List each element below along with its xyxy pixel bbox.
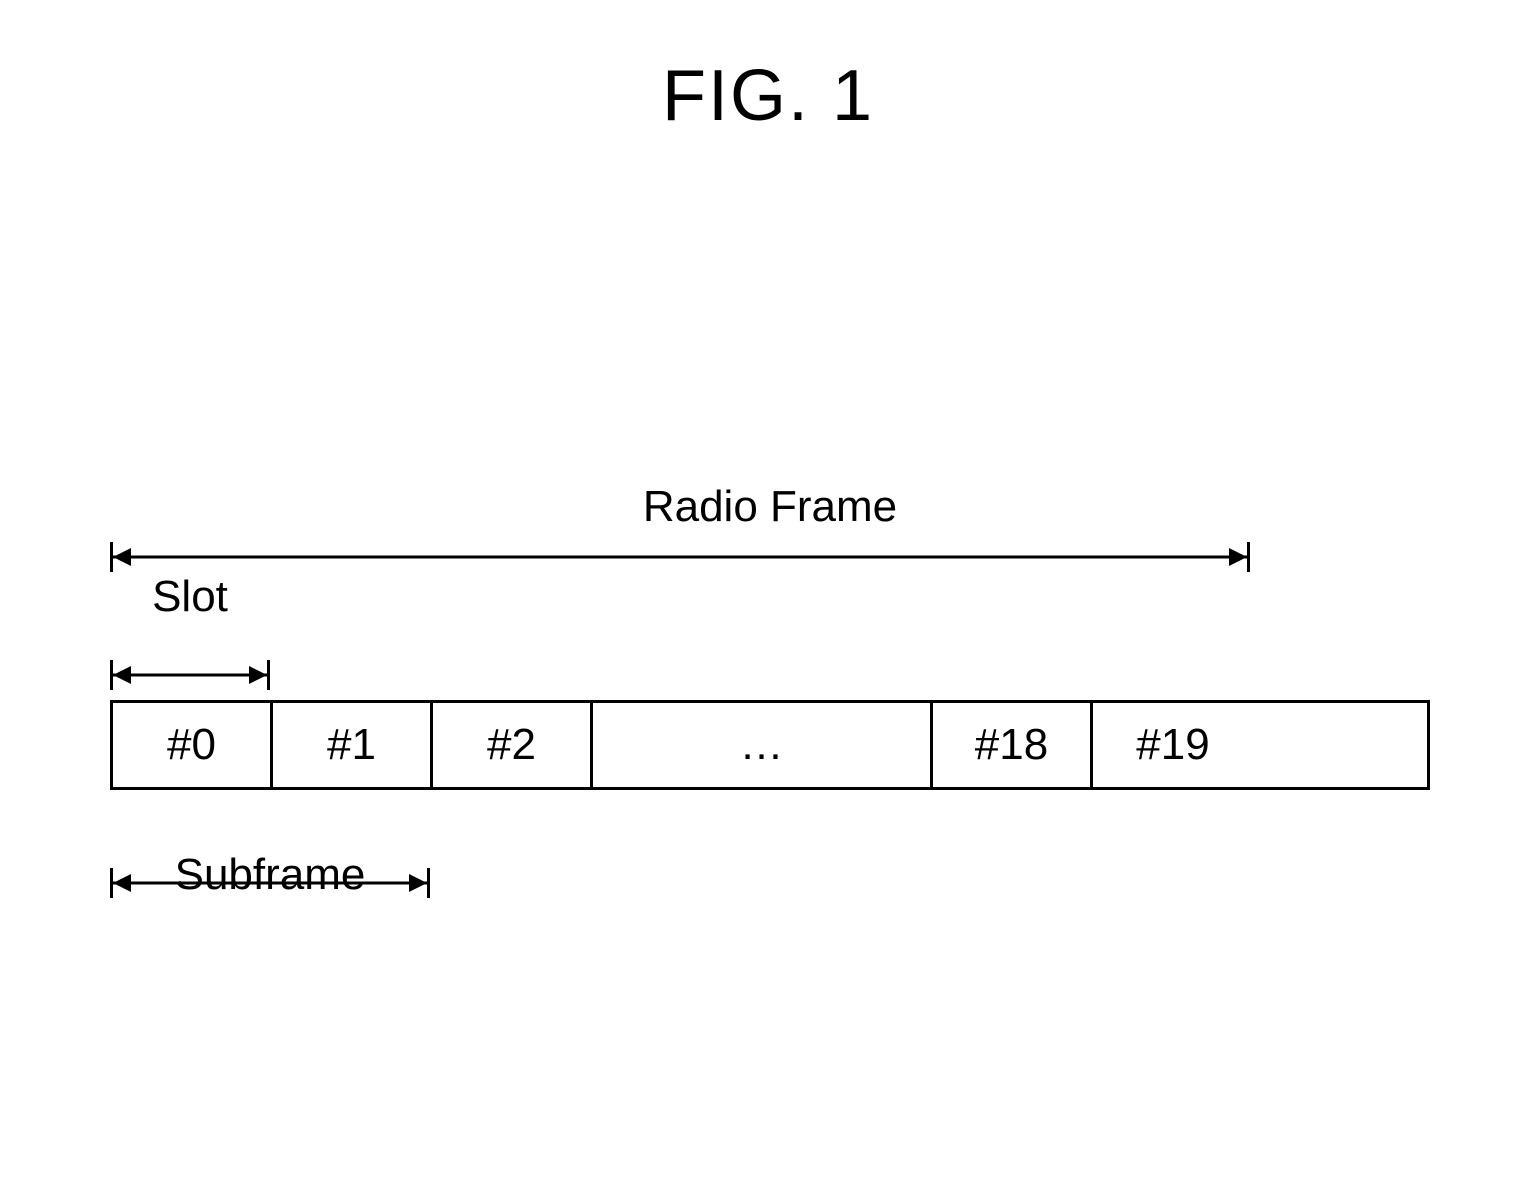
slot-cell: … <box>593 703 933 787</box>
slot-cell: #2 <box>433 703 593 787</box>
slot-cell: #19 <box>1093 703 1253 787</box>
slot-cell: #18 <box>933 703 1093 787</box>
figure-title: FIG. 1 <box>662 55 874 137</box>
radio-frame-arrow <box>110 542 1250 572</box>
subframe-label: Subframe <box>110 850 430 900</box>
slot-cell: #0 <box>113 703 273 787</box>
slot-arrow <box>110 660 270 690</box>
slot-label: Slot <box>110 572 270 622</box>
slot-cell: #1 <box>273 703 433 787</box>
radio-frame-label: Radio Frame <box>110 482 1430 532</box>
frame-diagram: Radio Frame Slot #0#1#2…#18#19 Subframe <box>110 560 1430 650</box>
slot-cells-row: #0#1#2…#18#19 <box>110 700 1430 790</box>
